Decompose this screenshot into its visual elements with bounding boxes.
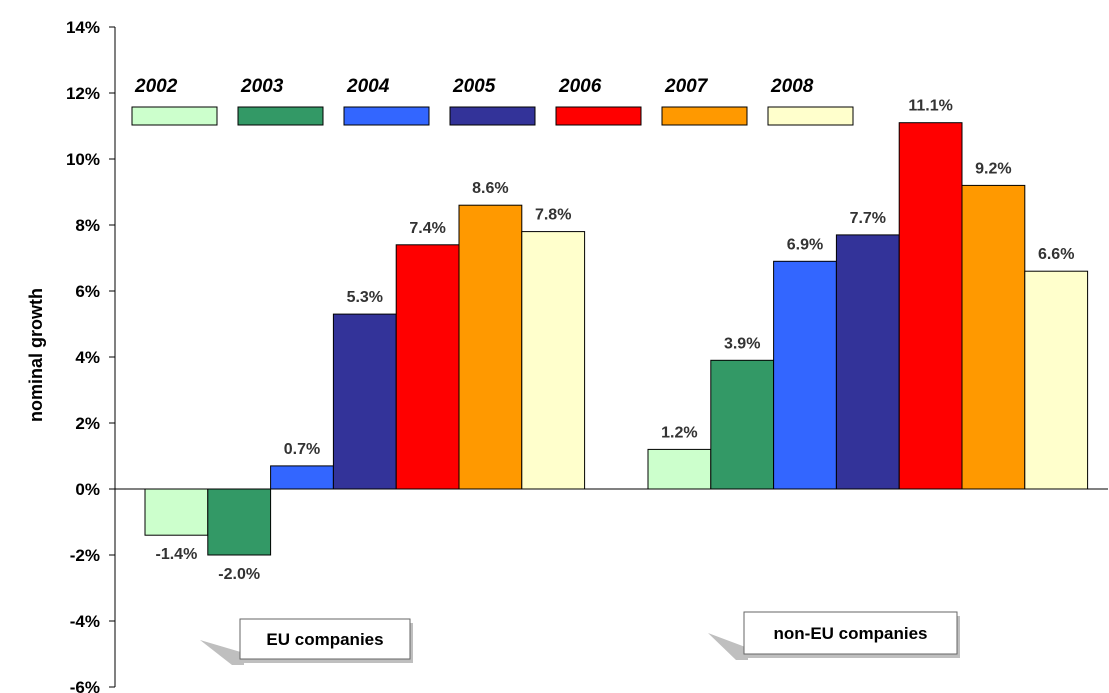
bar-2003-non-eu <box>710 359 775 490</box>
bar-2002-eu <box>144 488 209 536</box>
legend-label-2004: 2004 <box>346 76 390 97</box>
legend-label-2006: 2006 <box>558 76 602 97</box>
bar-2004-non-eu <box>773 260 837 490</box>
value-label: -2.0% <box>218 566 260 583</box>
bar-2002-non-eu <box>647 448 712 490</box>
bar-2006-eu <box>395 244 460 490</box>
callout-shadow <box>200 640 244 665</box>
y-tick-label: -2% <box>70 546 100 565</box>
legend-label-2005: 2005 <box>452 76 496 97</box>
y-tick-label: 14% <box>66 18 100 37</box>
y-tick-label: 12% <box>66 84 100 103</box>
category-box <box>239 618 411 660</box>
legend-swatch-2005 <box>449 106 536 126</box>
bars <box>144 122 1089 556</box>
value-label: 0.7% <box>284 441 320 458</box>
value-label: 3.9% <box>724 335 760 352</box>
y-ticks: 14% 12% 10% 8% 6% 4% 2% 0% -2% -4% -6% <box>66 18 115 693</box>
callout-shadow <box>708 633 748 660</box>
legend: 2002 2003 2004 2005 2006 2007 2008 <box>131 76 854 126</box>
y-tick-label: 10% <box>66 150 100 169</box>
value-label: 6.9% <box>787 236 823 253</box>
value-label: 8.6% <box>472 180 508 197</box>
bar-2005-eu <box>332 313 397 490</box>
category-label: non-EU companies <box>774 624 928 643</box>
category-box <box>743 611 958 655</box>
value-label: 1.2% <box>661 424 697 441</box>
bar-2007-non-eu <box>961 184 1026 490</box>
bar-2008-eu <box>521 231 586 490</box>
legend-swatch-2008 <box>767 106 854 126</box>
value-labels: -1.4% 1.2% -2.0% 3.9% 0.7% 6.9% 5.3% 7.7% 7.4% 11… <box>156 98 1075 583</box>
y-tick-label: 2% <box>75 414 100 433</box>
legend-swatch-2002 <box>131 106 218 126</box>
bar-2005-non-eu <box>835 234 900 490</box>
category-label: EU companies <box>266 630 383 649</box>
bar-2004-eu <box>270 465 334 490</box>
bar-2008-non-eu <box>1024 270 1089 490</box>
legend-label-2008: 2008 <box>770 76 814 97</box>
y-axis-label: nominal growth <box>26 288 46 422</box>
legend-label-2007: 2007 <box>664 76 709 97</box>
legend-label-2002: 2002 <box>134 76 178 97</box>
y-tick-label: 6% <box>75 282 100 301</box>
legend-swatch-2006 <box>555 106 642 126</box>
y-tick-label: 0% <box>75 480 100 499</box>
y-tick-label: 8% <box>75 216 100 235</box>
value-label: 7.4% <box>409 220 445 237</box>
bar-2007-eu <box>458 204 523 490</box>
y-tick-label: -6% <box>70 678 100 693</box>
value-label: 9.2% <box>975 160 1011 177</box>
value-label: 5.3% <box>347 289 383 306</box>
y-tick-label: 4% <box>75 348 100 367</box>
legend-swatch-2003 <box>237 106 324 126</box>
legend-swatch-2004 <box>343 106 430 126</box>
value-label: 6.6% <box>1038 246 1074 263</box>
bar-2003-eu <box>207 488 272 556</box>
y-tick-label: -4% <box>70 612 100 631</box>
legend-swatch-2007 <box>661 106 748 126</box>
value-label: 11.1% <box>908 98 952 115</box>
value-label: 7.8% <box>535 207 571 224</box>
value-label: 7.7% <box>850 210 886 227</box>
bar-2006-non-eu <box>898 122 963 490</box>
legend-label-2003: 2003 <box>240 76 284 97</box>
value-label: -1.4% <box>156 546 198 563</box>
category-callouts: EU companies non-EU companies <box>200 611 960 665</box>
